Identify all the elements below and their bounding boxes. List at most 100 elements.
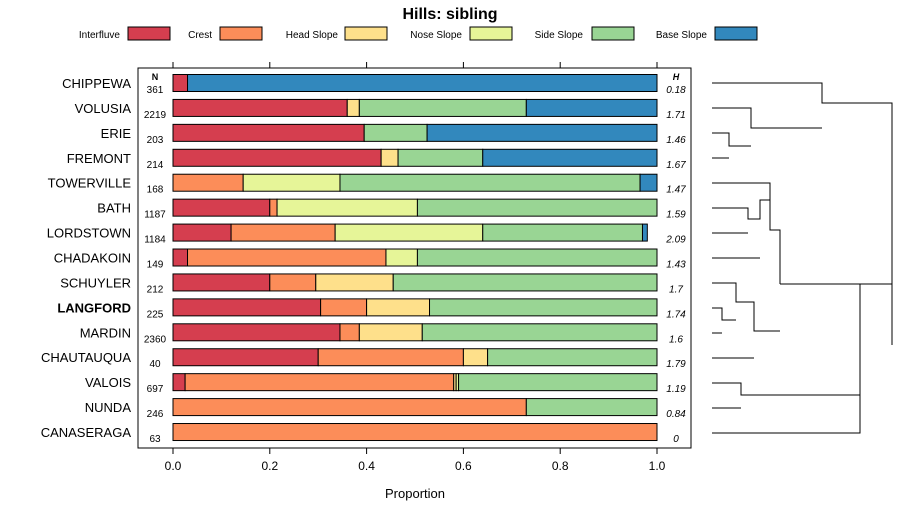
dendrogram-branch — [780, 283, 861, 413]
h-value: 1.6 — [669, 334, 683, 345]
row-label: MARDIN — [80, 325, 131, 340]
row-label: VOLUSIA — [75, 101, 132, 116]
bar-segment — [366, 298, 431, 317]
row-label: BATH — [97, 201, 131, 216]
bar-segment — [358, 98, 527, 117]
dendrogram-branch — [712, 107, 822, 129]
n-value: 40 — [149, 359, 161, 370]
x-tick-label: 0.0 — [165, 459, 182, 473]
dendrogram-branch — [712, 307, 736, 321]
h-value: 1.71 — [666, 110, 685, 121]
x-tick-label: 0.8 — [552, 459, 569, 473]
bar-segment — [172, 273, 271, 292]
bar-segment — [172, 198, 271, 217]
bar-segment — [462, 348, 489, 367]
dendrogram-branch — [712, 132, 751, 147]
x-tick-label: 0.4 — [358, 459, 375, 473]
bar-row: CANASERAGA 63 0 — [41, 423, 679, 445]
dendrogram-branch — [860, 283, 893, 345]
bar-segment — [230, 223, 336, 242]
row-label: FREMONT — [67, 151, 131, 166]
bar-rows: CHIPPEWA 361 0.18 VOLUSIA 2219 1.71 ERIE 203 1.4… — [41, 74, 686, 445]
dendrogram-branch — [712, 182, 781, 284]
row-label: VALOIS — [85, 375, 131, 390]
bar-segment — [317, 348, 464, 367]
bar-row: CHAUTAUQUA 40 1.79 — [41, 348, 686, 370]
legend-swatch — [591, 26, 635, 41]
n-value: 246 — [147, 409, 164, 420]
bar-row: CHADAKOIN 149 1.43 — [54, 248, 686, 271]
bar-segment — [525, 398, 658, 417]
bar-segment — [641, 223, 648, 242]
bar-row: NUNDA 246 0.84 — [85, 398, 686, 420]
row-label: NUNDA — [85, 400, 132, 415]
bar-segment — [397, 148, 484, 167]
legend: Interfluve Crest Head Slope Nose Slope Side … — [79, 26, 758, 41]
bar-segment — [172, 298, 322, 317]
bar-segment — [172, 323, 341, 342]
bar-segment — [242, 173, 341, 192]
legend-swatch — [714, 26, 758, 41]
bar-row: LANGFORD 225 1.74 — [57, 298, 686, 320]
bar-segment — [269, 273, 317, 292]
plot-frame — [137, 67, 692, 449]
n-value: 63 — [149, 434, 161, 445]
bar-segment — [363, 123, 428, 142]
n-value: 203 — [147, 135, 164, 146]
x-tick-label: 0.6 — [455, 459, 472, 473]
dendrogram-branch — [712, 282, 780, 332]
h-value: 0.84 — [666, 409, 686, 420]
n-value: 149 — [147, 260, 164, 271]
row-label: CHAUTAUQUA — [41, 350, 131, 365]
bar-segment — [346, 98, 360, 117]
h-value: 1.47 — [666, 185, 686, 196]
bar-segment — [172, 423, 658, 442]
h-value: 0 — [673, 434, 679, 445]
bar-segment — [482, 223, 643, 242]
bar-segment — [339, 323, 360, 342]
dendrogram-branch — [712, 413, 861, 434]
legend-label: Crest — [188, 30, 212, 41]
bar-row: CHIPPEWA 361 0.18 — [62, 74, 686, 96]
bar-segment — [358, 323, 423, 342]
h-value: 1.7 — [669, 284, 683, 295]
bar-row: VALOIS 697 1.19 — [85, 373, 686, 395]
bar-segment — [421, 323, 658, 342]
x-axis-title: Proportion — [385, 486, 445, 501]
row-label: CHIPPEWA — [62, 76, 131, 91]
bar-row: FREMONT 214 1.67 — [67, 148, 686, 171]
bar-segment — [172, 148, 382, 167]
bar-segment — [380, 148, 399, 167]
bar-row: TOWERVILLE 168 1.47 — [48, 173, 686, 196]
bar-segment — [320, 298, 368, 317]
x-axis: 0.0 0.2 0.4 0.6 0.8 1.0 — [165, 62, 666, 473]
bar-segment — [172, 98, 348, 117]
bar-segment — [172, 173, 244, 192]
bar-segment — [392, 273, 658, 292]
row-label: SCHUYLER — [60, 275, 131, 290]
bar-segment — [172, 373, 186, 392]
bar-segment — [172, 398, 527, 417]
bar-row: MARDIN 2360 1.6 — [80, 323, 683, 345]
n-value: 214 — [147, 160, 164, 171]
dendrogram-branch — [712, 82, 893, 345]
h-value: 1.79 — [666, 359, 686, 370]
bar-segment — [416, 248, 658, 267]
bar-segment — [269, 198, 278, 217]
n-value: 168 — [147, 185, 164, 196]
bar-segment — [426, 123, 658, 142]
n-value: 2219 — [144, 110, 167, 121]
n-value: 225 — [147, 309, 164, 320]
legend-label: Nose Slope — [410, 30, 462, 41]
row-label: CHADAKOIN — [54, 251, 131, 266]
h-column-header: H — [673, 72, 680, 82]
bar-segment — [482, 148, 658, 167]
bar-segment — [385, 248, 418, 267]
n-column-header: N — [152, 72, 159, 82]
n-value: 212 — [147, 284, 164, 295]
h-value: 2.09 — [665, 235, 686, 246]
n-value: 1184 — [144, 235, 166, 246]
bar-segment — [315, 273, 394, 292]
h-value: 1.46 — [666, 135, 686, 146]
